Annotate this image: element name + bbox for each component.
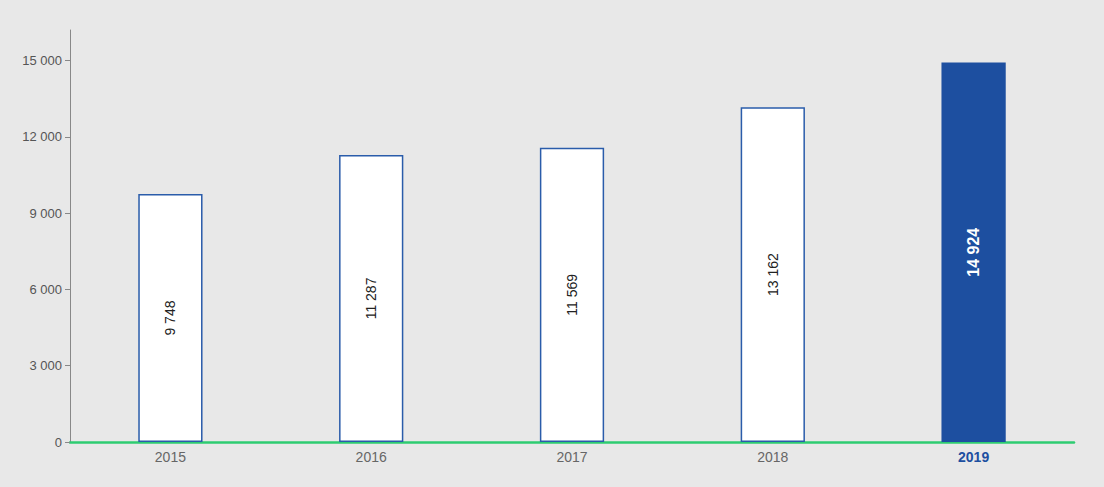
svg-text:14 924: 14 924 — [965, 228, 982, 277]
svg-text:9 748: 9 748 — [162, 300, 178, 335]
svg-text:11 569: 11 569 — [564, 274, 580, 316]
svg-text:11 287: 11 287 — [363, 277, 379, 319]
svg-text:2019: 2019 — [958, 449, 989, 465]
svg-text:2017: 2017 — [556, 449, 587, 465]
svg-text:2018: 2018 — [757, 449, 788, 465]
svg-text:12 000: 12 000 — [22, 129, 62, 144]
svg-text:2016: 2016 — [356, 449, 387, 465]
svg-text:0: 0 — [55, 435, 62, 450]
svg-text:6 000: 6 000 — [29, 282, 62, 297]
svg-text:2015: 2015 — [155, 449, 186, 465]
svg-text:13 162: 13 162 — [765, 253, 781, 296]
svg-text:9 000: 9 000 — [29, 206, 62, 221]
svg-text:15 000: 15 000 — [22, 53, 62, 68]
svg-text:3 000: 3 000 — [29, 358, 62, 373]
